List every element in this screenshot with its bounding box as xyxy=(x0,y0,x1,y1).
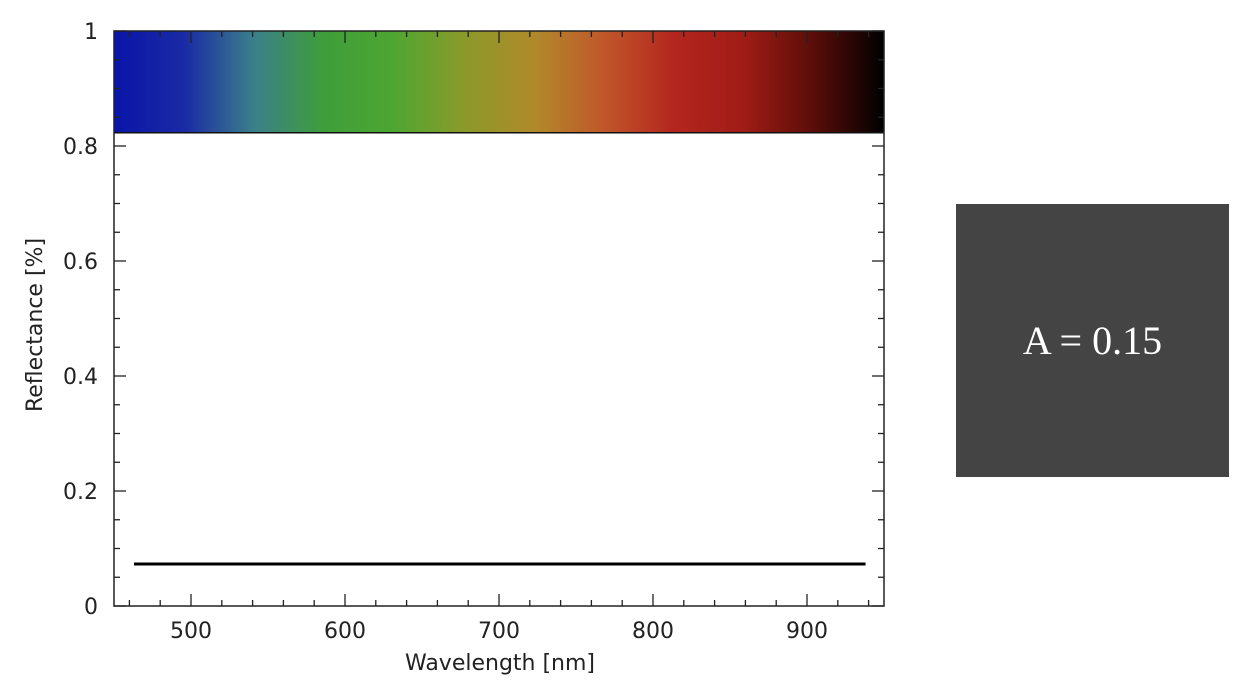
x-tick-label: 800 xyxy=(632,619,674,644)
absorbance-label: A = 0.15 xyxy=(1022,318,1163,363)
reflectance-chart: 500 600 700 800 900 0 0.2 0.4 0.6 0.8 1 Wavelength… xyxy=(23,20,885,676)
absorbance-swatch: A = 0.15 xyxy=(956,204,1229,477)
x-tick-label: 500 xyxy=(170,619,212,644)
y-axis-label: Reflectance [%] xyxy=(23,238,48,412)
y-tick-label: 0.8 xyxy=(63,135,98,160)
y-tick-label: 0.2 xyxy=(63,480,98,505)
spectrum-band xyxy=(114,31,884,133)
x-axis-label: Wavelength [nm] xyxy=(405,651,595,676)
x-tick-label: 900 xyxy=(786,619,828,644)
y-tick-label: 0.4 xyxy=(63,365,98,390)
y-tick-label: 1 xyxy=(84,20,98,45)
x-tick-label: 700 xyxy=(478,619,520,644)
y-tick-label: 0 xyxy=(84,595,98,620)
x-tick-label: 600 xyxy=(324,619,366,644)
y-tick-label: 0.6 xyxy=(63,250,98,275)
